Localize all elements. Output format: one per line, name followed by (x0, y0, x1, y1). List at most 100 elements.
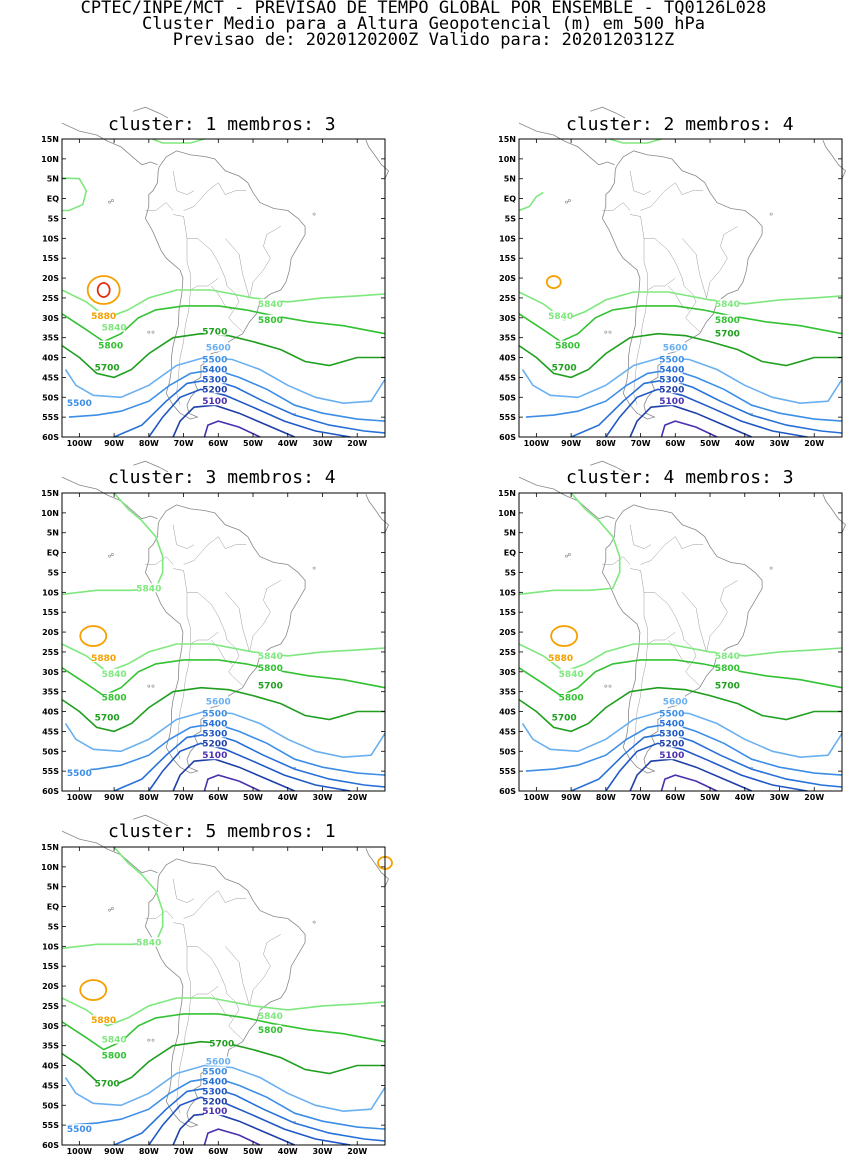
contour-5880 (79, 625, 108, 647)
contour-label-5800: 5800 (102, 1052, 127, 1062)
contour-label-5500: 5500 (659, 710, 684, 720)
contour-label-5400: 5400 (202, 719, 227, 729)
contour-5100 (660, 420, 718, 438)
lat-tick-label: 5N (47, 883, 59, 892)
lon-tick-label: 20W (347, 439, 367, 448)
lat-tick-label: 20S (499, 628, 516, 637)
lat-tick-label: 5S (505, 214, 517, 223)
lat-tick-label: 30S (42, 314, 59, 323)
lat-tick-label: 35S (42, 1042, 59, 1051)
lat-tick-label: 25S (499, 648, 516, 657)
map-panel-5: 5840588058405840580058005700570056005500… (41, 814, 393, 1156)
contour-label-5300: 5300 (202, 375, 227, 385)
lat-tick-label: 10S (42, 942, 59, 951)
contour-label-5700: 5700 (202, 328, 227, 338)
lat-tick-label: 5N (504, 175, 516, 184)
lon-tick-label: 100W (524, 439, 550, 448)
contour-label-5200: 5200 (659, 385, 684, 395)
lat-tick-label: 25S (42, 1002, 59, 1011)
lat-tick-label: 5S (48, 568, 60, 577)
contour-5840 (61, 492, 164, 596)
contour-label-5500: 5500 (67, 1125, 92, 1135)
lat-tick-label: 50S (499, 393, 516, 402)
contour-label-5840: 5840 (102, 1036, 127, 1046)
lat-tick-label: 60S (42, 787, 59, 796)
contour-5880 (545, 275, 562, 289)
lon-tick-label: 100W (67, 793, 93, 802)
header-line-2: Cluster Medio para a Altura Geopotencial… (142, 14, 705, 34)
lat-tick-label: 20S (42, 628, 59, 637)
contour-label-5600: 5600 (206, 698, 231, 708)
contour-label-5840: 5840 (715, 300, 740, 310)
contour-label-5800: 5800 (258, 316, 283, 326)
contour-label-5840: 5840 (548, 312, 573, 322)
lon-tick-label: 50W (243, 439, 263, 448)
lon-tick-label: 60W (208, 1147, 228, 1156)
contour-label-5600: 5600 (663, 698, 688, 708)
lon-tick-label: 80W (596, 793, 616, 802)
lat-tick-label: 10N (41, 863, 59, 872)
contour-5700 (61, 686, 385, 733)
contour-label-5800: 5800 (715, 664, 740, 674)
contour-label-5800: 5800 (258, 664, 283, 674)
lat-tick-label: 50S (499, 747, 516, 756)
contour-label-5840: 5840 (559, 670, 584, 680)
lat-tick-label: 5S (505, 568, 517, 577)
contour-5880 (550, 625, 579, 647)
lat-tick-label: 10N (498, 509, 516, 518)
contour-label-5500: 5500 (67, 769, 92, 779)
contour-label-5700: 5700 (552, 363, 577, 373)
contour-label-5500: 5500 (202, 710, 227, 720)
lat-tick-label: 50S (42, 747, 59, 756)
contour-label-5400: 5400 (202, 1077, 227, 1087)
lat-tick-label: 35S (42, 334, 59, 343)
contour-label-5800: 5800 (559, 694, 584, 704)
contour-5920 (96, 282, 111, 298)
contour-5840 (518, 492, 621, 596)
contour-5840 (61, 177, 88, 212)
lat-tick-label: 45S (499, 727, 516, 736)
lat-tick-label: 40S (499, 354, 516, 363)
lat-tick-label: 10N (41, 155, 59, 164)
lon-tick-label: 90W (561, 439, 581, 448)
lon-tick-label: 40W (278, 439, 298, 448)
contour-label-5880: 5880 (91, 312, 116, 322)
contour-label-5840: 5840 (102, 670, 127, 680)
contour-5840 (518, 191, 544, 212)
contour-label-5880: 5880 (91, 1016, 116, 1026)
contour-label-5840: 5840 (258, 1012, 283, 1022)
contour-5840 (609, 138, 662, 144)
lat-tick-label: 15N (498, 489, 516, 498)
lon-tick-label: 30W (312, 1147, 332, 1156)
contour-label-5800: 5800 (102, 694, 127, 704)
contour-label-5700: 5700 (95, 713, 120, 723)
lat-tick-label: 55S (42, 413, 59, 422)
contour-label-5500: 5500 (202, 1067, 227, 1077)
lon-tick-label: 20W (804, 793, 824, 802)
contour-5880 (79, 979, 108, 1001)
header-line-3: Previsao de: 2020120200Z Valido para: 20… (172, 30, 675, 50)
lon-tick-label: 90W (104, 793, 124, 802)
lat-tick-label: 25S (42, 648, 59, 657)
contour-label-5840: 5840 (715, 652, 740, 662)
lon-tick-label: 70W (174, 793, 194, 802)
lat-tick-label: 55S (42, 767, 59, 776)
contour-label-5600: 5600 (206, 344, 231, 354)
lat-tick-label: 15S (42, 254, 59, 263)
lon-tick-label: 70W (631, 439, 651, 448)
contour-label-5400: 5400 (202, 365, 227, 375)
contour-label-5800: 5800 (715, 316, 740, 326)
lat-tick-label: 20S (42, 982, 59, 991)
panel-title-4: cluster: 4 membros: 3 (566, 467, 794, 488)
contour-label-5700: 5700 (95, 1079, 120, 1089)
lat-tick-label: 50S (42, 393, 59, 402)
contour-5400 (570, 378, 843, 438)
contour-5100 (203, 774, 261, 792)
map-panel-3: 5840 5880 5840 5840 5800 5800 5700 5700 5600 5500… (41, 460, 389, 802)
contour-5400 (113, 732, 386, 792)
lat-tick-label: 35S (499, 334, 516, 343)
contour-5300 (605, 742, 808, 792)
contour-label-5840: 5840 (136, 584, 161, 594)
lat-tick-label: 15S (499, 608, 516, 617)
lat-tick-label: 5S (48, 214, 60, 223)
